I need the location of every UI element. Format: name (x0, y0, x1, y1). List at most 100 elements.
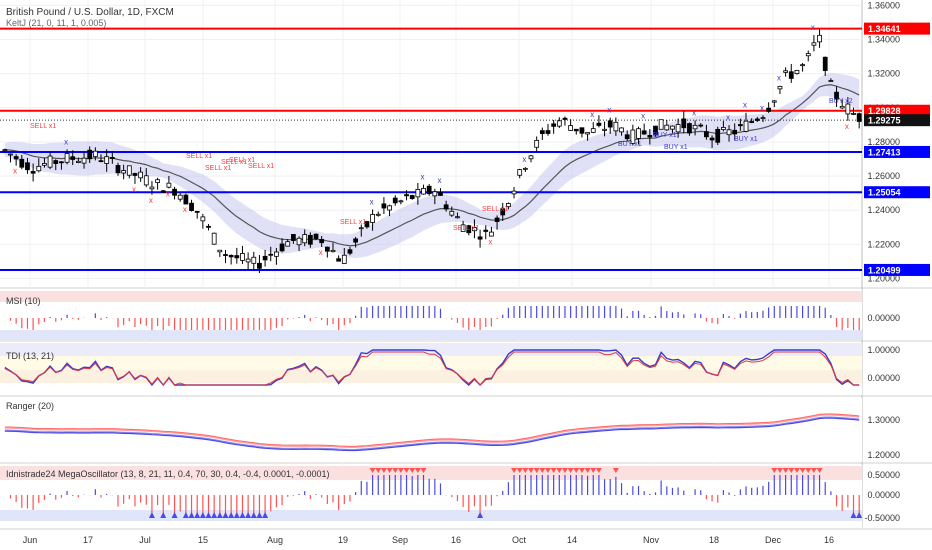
candle-body (307, 234, 313, 245)
candle-body (183, 194, 189, 205)
candle-body (522, 167, 528, 170)
signal-marker: x (522, 155, 526, 164)
candle-body (545, 130, 551, 134)
candle-body (2, 149, 8, 152)
y-tick-label: 1.26000 (867, 171, 900, 181)
candle-body (347, 249, 353, 254)
mega-buy-arrow (148, 512, 155, 518)
candle-body (109, 157, 115, 159)
pane-zone (0, 370, 862, 383)
mega-buy-arrow (477, 512, 484, 518)
signal-marker: x (370, 197, 374, 206)
mega-buy-arrow (171, 512, 178, 518)
candle-body (42, 163, 47, 166)
candle-body (822, 56, 828, 71)
mega-sell-arrow (420, 468, 427, 473)
candle-body (358, 227, 364, 230)
pane-zone (0, 330, 862, 340)
pane-zone (0, 291, 862, 302)
candle-body (664, 124, 670, 131)
y-tick-label: 1.36000 (867, 0, 900, 10)
candle-body (404, 194, 409, 197)
mega-buy-arrow (199, 512, 206, 518)
signal-label: BUY x1 (653, 132, 677, 139)
mega-sell-arrow (522, 468, 529, 473)
level-label: 1.25054 (868, 188, 901, 198)
mega-buy-arrow (245, 512, 252, 518)
candle-body (296, 237, 302, 246)
candle-body (500, 208, 506, 216)
pane-zone (0, 510, 862, 521)
candle-body (783, 70, 788, 73)
mega-sell-arrow (539, 468, 546, 473)
mega-sell-arrow (386, 468, 393, 473)
candle-body (528, 155, 534, 160)
candle-body (800, 64, 805, 67)
candle-body (704, 131, 709, 138)
candle-body (415, 189, 421, 198)
mega-buy-arrow (850, 512, 857, 518)
candle-body (92, 150, 98, 158)
candle-body (494, 217, 500, 222)
candle-body (432, 191, 438, 197)
candle-body (121, 170, 127, 174)
candle-body (409, 195, 415, 200)
mega-sell-arrow (788, 468, 795, 473)
pane-zone (0, 343, 862, 356)
signal-marker: x (641, 112, 645, 121)
ranger-pane[interactable] (0, 398, 862, 462)
candle-body (828, 80, 834, 82)
candle-body (206, 225, 211, 228)
candle-body (268, 253, 274, 256)
level-label-bg (864, 22, 930, 35)
mega-sell-arrow (612, 468, 619, 473)
signal-label: BUY x1 (664, 144, 688, 151)
signal-marker: x (132, 185, 136, 194)
candle-body (126, 165, 132, 176)
candle-body (726, 129, 732, 136)
candle-body (675, 124, 681, 133)
signal-label: BUY x1 (734, 136, 758, 143)
candle-body (336, 258, 342, 262)
candle-body (596, 122, 602, 126)
signal-marker: x (319, 248, 323, 257)
mega-sell-arrow (816, 468, 823, 473)
mega-sell-arrow (369, 468, 376, 473)
msi-pane[interactable] (0, 290, 862, 340)
time-axis[interactable]: Jun 17 Jul 15 Aug 19 Sep 16 Oct 14 Nov 18 Dec 16 (23, 535, 834, 545)
candle-body (585, 132, 590, 135)
mega-sell-arrow (409, 468, 416, 473)
candle-body (81, 157, 87, 164)
x-tick-label: Jun (23, 535, 38, 545)
tdi-pane[interactable] (0, 343, 862, 395)
candle-body (370, 214, 375, 223)
candle-body (681, 118, 687, 129)
mega-buy-arrow (256, 512, 263, 518)
mega-sell-arrow (550, 468, 557, 473)
candle-body (630, 129, 636, 144)
candle-body (64, 153, 70, 163)
x-tick-label: 17 (83, 535, 93, 545)
candle-body (562, 117, 568, 120)
y-tick-label: 0.00000 (867, 313, 900, 323)
mega-sell-arrow (578, 468, 585, 473)
mega-oscillator-pane[interactable] (0, 465, 863, 528)
candle-body (619, 127, 624, 133)
candle-body (398, 200, 404, 203)
candle-body (721, 127, 726, 130)
mega-sell-arrow (528, 468, 535, 473)
candle-body (489, 231, 494, 237)
mega-title: Idnistrade24 MegaOscillator (13, 8, 21, … (6, 469, 330, 479)
candle-body (534, 139, 540, 148)
x-tick-label: 16 (451, 535, 461, 545)
signal-label: BUY x2 (829, 98, 853, 105)
candle-body (330, 249, 336, 253)
mega-sell-arrow (403, 468, 410, 473)
candle-body (279, 243, 285, 252)
candle-body (87, 149, 93, 160)
candle-body (438, 192, 443, 196)
y-tick-label: 1.32000 (867, 69, 900, 79)
price-axis[interactable]: 1.20000 1.22000 1.24000 1.26000 1.28000 1.300… (864, 0, 930, 523)
